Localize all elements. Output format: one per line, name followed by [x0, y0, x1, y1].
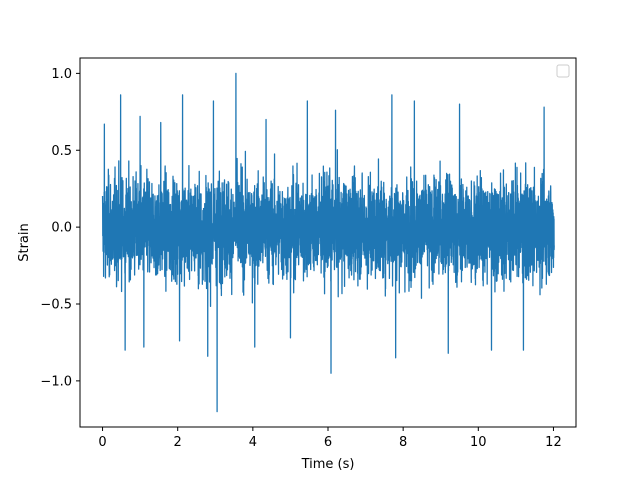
x-tick-label: 10: [470, 435, 487, 450]
y-axis: −1.0 −0.5 0.0 0.5 1.0: [40, 67, 80, 389]
x-tick-label: 8: [399, 435, 407, 450]
x-tick-label: 2: [174, 435, 182, 450]
plot-area: [101, 72, 555, 413]
x-tick-label: 0: [98, 435, 106, 450]
series-line: [101, 72, 555, 413]
x-axis-label: Time (s): [301, 457, 355, 472]
y-tick-label: 1.0: [51, 67, 72, 82]
x-axis: 0 2 4 6 8 10 12: [98, 427, 562, 450]
x-tick-label: 6: [324, 435, 332, 450]
x-tick-label: 4: [249, 435, 257, 450]
y-tick-label: −1.0: [40, 374, 72, 389]
y-tick-label: 0.5: [51, 144, 72, 159]
legend: [556, 64, 570, 78]
x-tick-label: 12: [545, 435, 562, 450]
y-tick-label: 0.0: [51, 221, 72, 236]
y-axis-label: Strain: [17, 223, 32, 262]
y-tick-label: −0.5: [40, 298, 72, 313]
